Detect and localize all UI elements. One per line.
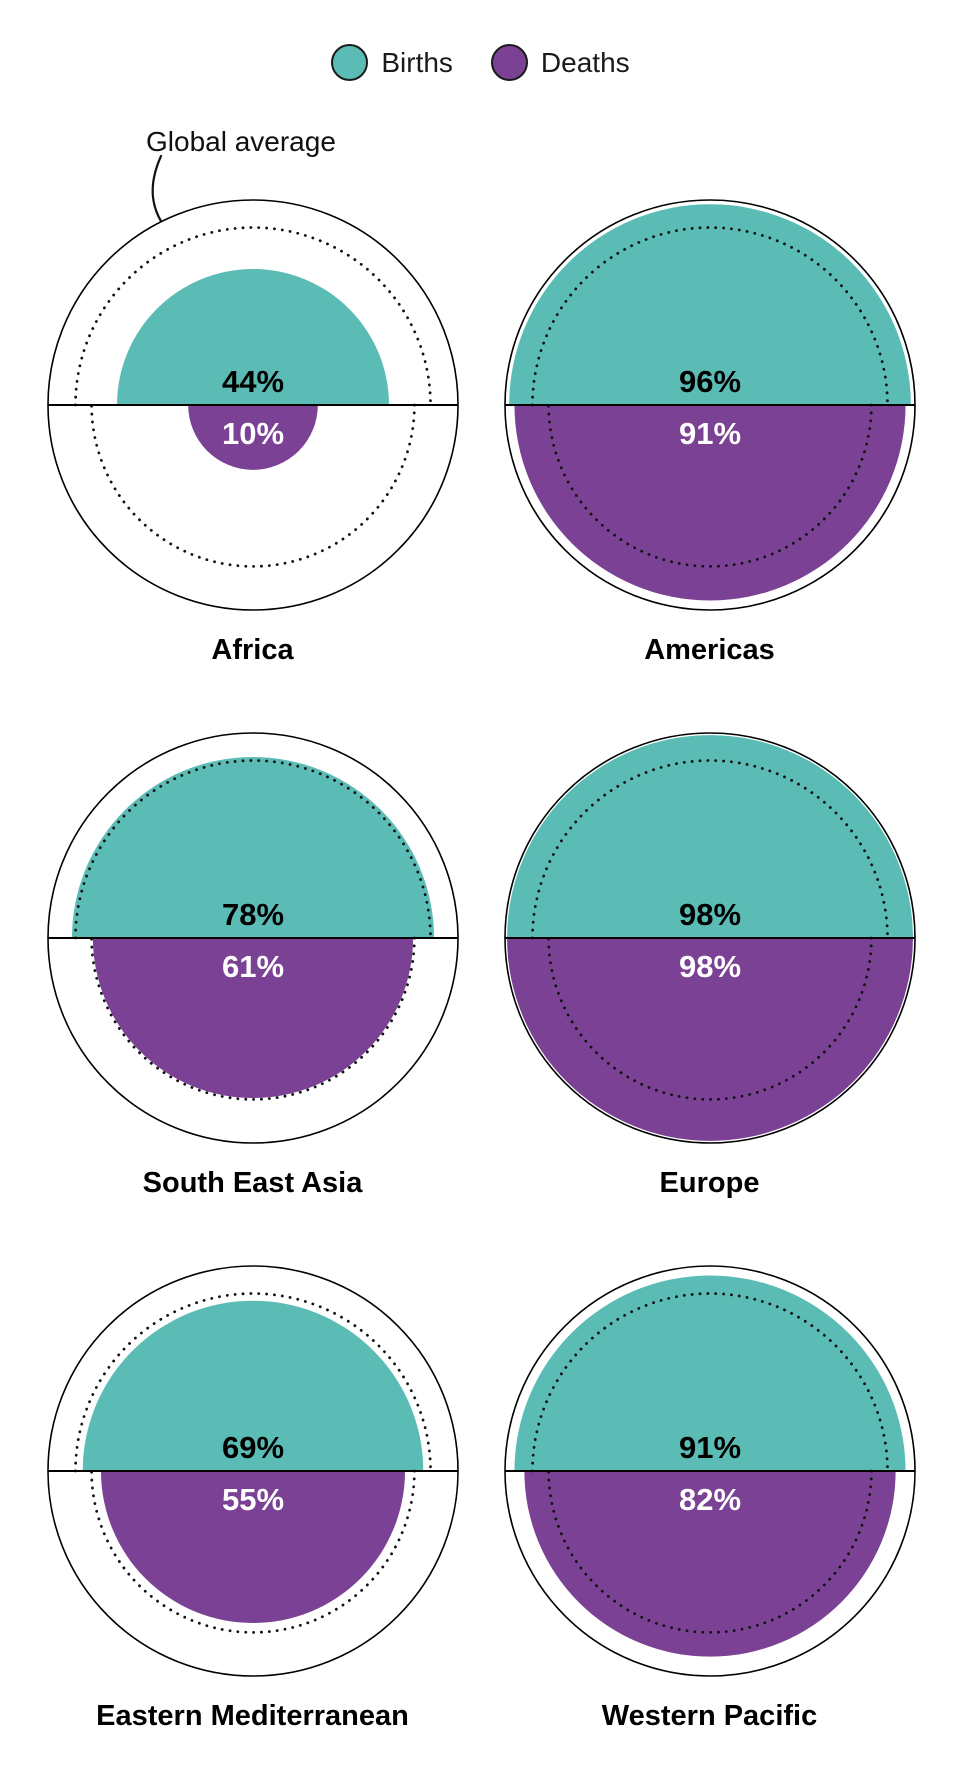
births-value-label: 98%	[678, 897, 740, 932]
region-label-americas: Americas	[644, 634, 775, 666]
legend-deaths-label: Deaths	[540, 46, 630, 78]
deaths-semicircle	[513, 405, 906, 601]
split-circle-western-pacific: 91%82%	[503, 1265, 916, 1677]
deaths-semicircle	[100, 1471, 405, 1624]
deaths-global-average-dotted-arc	[546, 403, 873, 568]
split-circle-europe: 98%98%	[503, 732, 916, 1144]
births-global-average-dotted-arc	[73, 759, 432, 940]
deaths-value-label: 10%	[221, 416, 283, 451]
legend: Births Deaths	[0, 44, 961, 81]
legend-item-deaths: Deaths	[490, 44, 630, 81]
region-chart-europe: 98% 98% Europe	[492, 720, 928, 1253]
split-circle-americas: 96%91%	[503, 199, 916, 611]
deaths-semicircle	[187, 405, 318, 470]
births-value-label: 44%	[221, 364, 283, 399]
region-chart-grid: 44% 10% Africa 96% 91% Americas 78% 61% South Ea…	[24, 187, 938, 1786]
deaths-semicircle	[506, 938, 913, 1141]
region-label-western-pacific: Western Pacific	[601, 1700, 818, 1732]
deaths-global-average-dotted-arc	[546, 936, 873, 1101]
split-circle-south-east-asia: 78%61%	[46, 732, 459, 1144]
deaths-value-label: 98%	[678, 949, 740, 984]
region-chart-africa: 44% 10% Africa	[35, 187, 471, 720]
region-label-south-east-asia: South East Asia	[142, 1167, 363, 1199]
region-label-eastern-mediterranean: Eastern Mediterranean	[96, 1700, 409, 1732]
deaths-global-average-dotted-arc	[89, 403, 416, 568]
region-chart-americas: 96% 91% Americas	[492, 187, 928, 720]
deaths-value-label: 61%	[221, 949, 283, 984]
births-value-label: 78%	[221, 897, 283, 932]
births-value-label: 96%	[678, 364, 740, 399]
births-semicircle	[116, 269, 389, 405]
legend-births-label: Births	[381, 46, 453, 78]
births-semicircle	[82, 1300, 423, 1471]
births-global-average-dotted-arc	[73, 1292, 432, 1473]
region-chart-eastern-mediterranean: 69% 55% Eastern Mediterranean	[35, 1253, 471, 1786]
global-average-annotation: Global average	[146, 126, 336, 157]
births-global-average-dotted-arc	[530, 1292, 889, 1473]
births-semicircle	[508, 204, 911, 405]
births-global-average-dotted-arc	[73, 226, 432, 407]
deaths-semicircle	[523, 1471, 896, 1657]
deaths-global-average-dotted-arc	[546, 1469, 873, 1634]
split-circle-africa: 44%10%	[46, 199, 459, 611]
deaths-value-label: 91%	[678, 416, 740, 451]
region-chart-south-east-asia: 78% 61% South East Asia	[35, 720, 471, 1253]
region-chart-western-pacific: 91% 82% Western Pacific	[492, 1253, 928, 1786]
deaths-global-average-dotted-arc	[89, 1469, 416, 1634]
deaths-value-label: 82%	[678, 1482, 740, 1517]
births-value-label: 91%	[678, 1430, 740, 1465]
births-global-average-dotted-arc	[530, 759, 889, 940]
region-label-africa: Africa	[211, 634, 294, 666]
births-global-average-dotted-arc	[530, 226, 889, 407]
deaths-semicircle	[92, 938, 413, 1099]
split-circle-eastern-mediterranean: 69%55%	[46, 1265, 459, 1677]
legend-item-births: Births	[331, 44, 453, 81]
births-value-label: 69%	[221, 1430, 283, 1465]
births-swatch-icon	[331, 44, 369, 81]
region-label-europe: Europe	[659, 1167, 760, 1199]
deaths-swatch-icon	[490, 44, 528, 81]
deaths-value-label: 55%	[221, 1482, 283, 1517]
births-semicircle	[71, 757, 434, 938]
deaths-global-average-dotted-arc	[89, 936, 416, 1101]
births-semicircle	[506, 735, 913, 938]
